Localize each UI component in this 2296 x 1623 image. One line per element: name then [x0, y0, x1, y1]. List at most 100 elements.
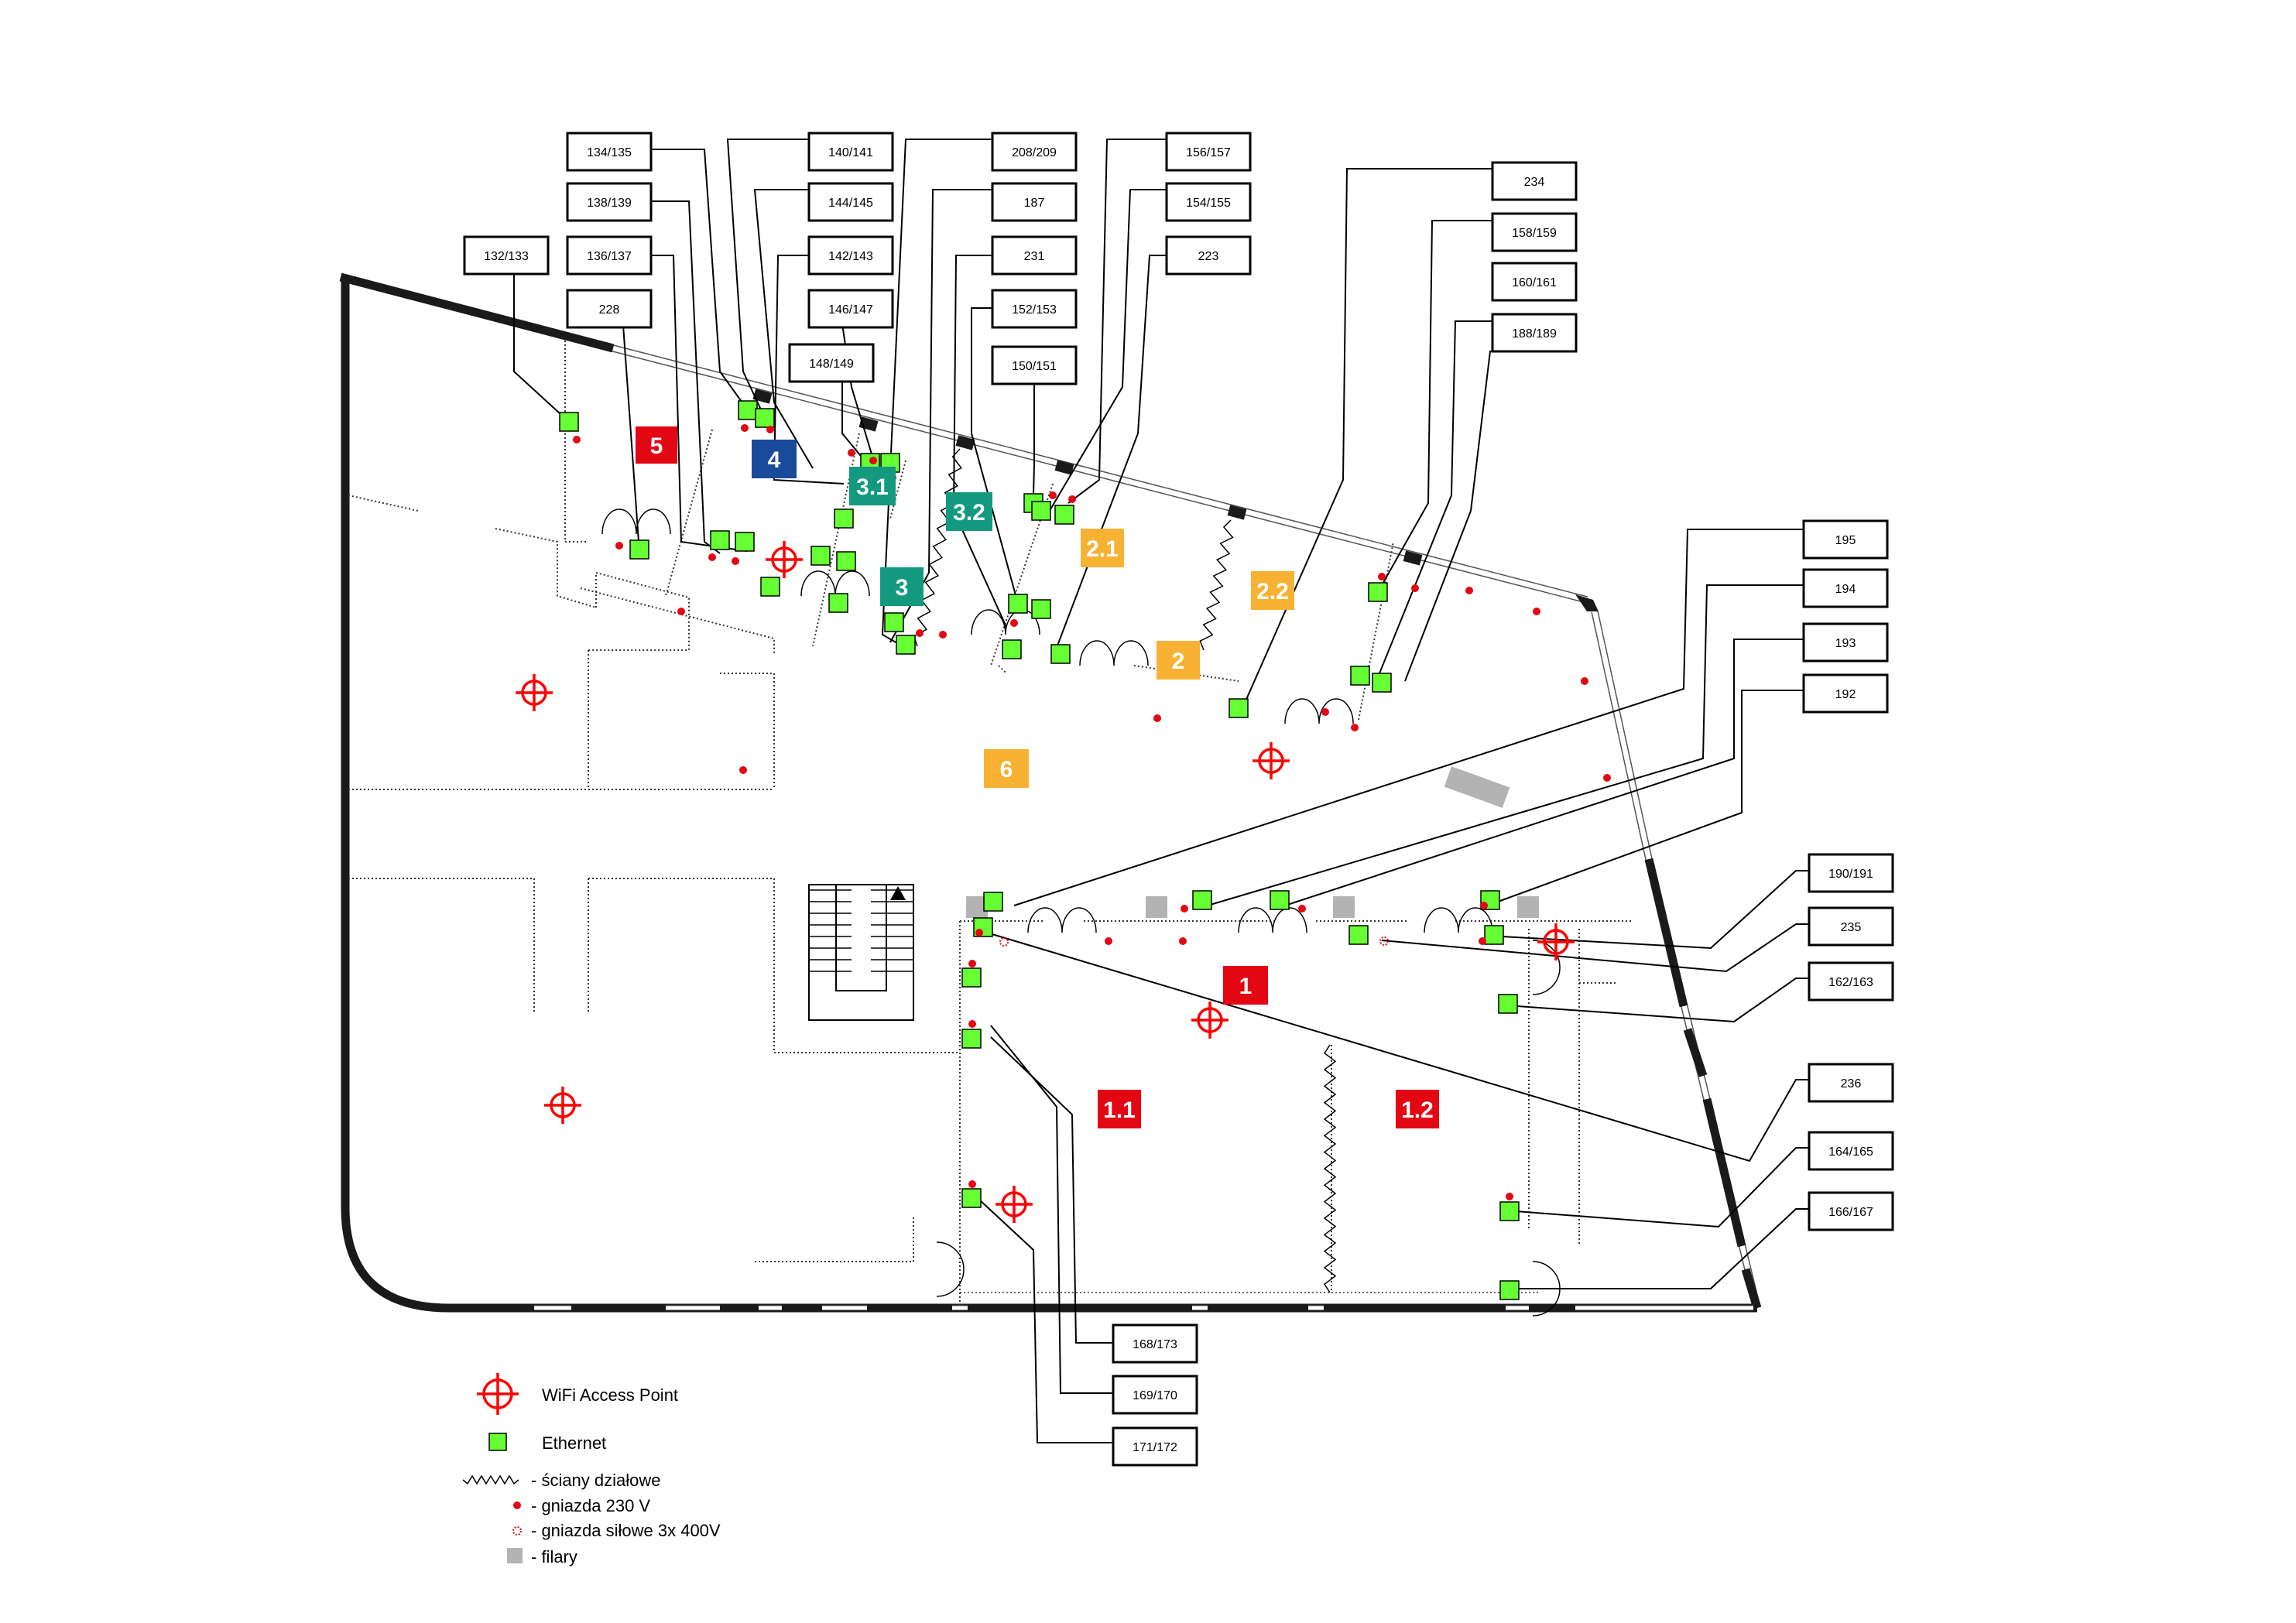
port-box-26: [1808, 853, 1894, 893]
column-block-5: [1403, 550, 1423, 566]
ethernet-socket-icon: [1031, 501, 1051, 521]
port-label-16: 228: [599, 303, 620, 317]
socket-230v-icon: [1581, 677, 1588, 685]
port-box-22: [1802, 519, 1889, 560]
pillar-2: [1333, 896, 1355, 918]
cable-22: [1013, 529, 1804, 906]
socket-230v-icon: [1411, 584, 1419, 592]
port-box-31: [1808, 1191, 1894, 1231]
windows-layer: [534, 344, 1762, 1310]
ethernet-socket-icon: [760, 577, 780, 597]
cable-10: [513, 274, 570, 423]
cable-18: [971, 307, 1019, 604]
port-box-20: [788, 343, 875, 383]
ethernet-socket-icon: [1031, 599, 1051, 619]
port-label-32: 168/173: [1133, 1338, 1177, 1351]
socket-230v-icon: [741, 424, 749, 432]
window-strip-right-upper-b: [1597, 610, 1653, 859]
room-3-1-label: 3.1: [856, 474, 889, 500]
ethernet-socket-icon: [983, 892, 1003, 912]
ethernet-socket-icon: [1498, 994, 1518, 1014]
pillar-1: [1146, 896, 1167, 918]
port-label-19: 188/189: [1512, 327, 1557, 341]
port-label-4: 234: [1524, 176, 1545, 189]
cable-29: [986, 932, 1809, 1162]
socket-230v-icon: [1603, 774, 1611, 782]
port-box-25: [1802, 673, 1889, 714]
socket-400v-icon: [999, 937, 1009, 947]
port-label-6: 144/145: [828, 197, 873, 210]
room-1-label: 1: [1239, 974, 1253, 999]
cable-28: [1516, 978, 1809, 1023]
room-6-badge: [984, 749, 1029, 788]
socket-230v-icon: [869, 457, 877, 464]
socket-230v-icon: [1351, 724, 1359, 731]
port-label-27: 235: [1841, 921, 1862, 934]
legend-walls-text: - ściany działowe: [531, 1471, 661, 1490]
room-2-badge: [1157, 641, 1200, 680]
port-box-17: [807, 289, 894, 329]
cable-9: [1377, 220, 1492, 593]
socket-230v-icon: [1181, 905, 1188, 913]
ethernet-socket-icon: [961, 1029, 982, 1049]
partition-11: [564, 341, 588, 543]
partitions-layer: [348, 341, 1633, 1485]
room-5-badge: [636, 426, 677, 464]
legend-ethernet-icon: [488, 1433, 507, 1451]
port-box-4: [1491, 161, 1578, 201]
legend-pillar-text: - filary: [531, 1547, 577, 1567]
room-4-badge: [752, 440, 797, 478]
ethernet-socket-icon: [1368, 582, 1388, 602]
cable-8: [1044, 189, 1167, 519]
wifi-access-point-icon: [996, 1186, 1033, 1223]
zigzag-wall-2: [1199, 519, 1234, 651]
cable-5: [651, 200, 721, 554]
wifi-access-point-icon: [1191, 1002, 1229, 1039]
room-1-1-label: 1.1: [1103, 1097, 1136, 1123]
legend-socket230-icon: [513, 1501, 521, 1509]
cable-25: [1497, 690, 1804, 902]
cables-layer: [513, 139, 1809, 1443]
socket-230v-icon: [1378, 573, 1386, 580]
port-label-18: 152/153: [1012, 303, 1057, 317]
cable-21: [1033, 384, 1035, 496]
door-7: [1424, 907, 1493, 933]
port-box-8: [1165, 182, 1252, 222]
stair-arrow: [890, 886, 906, 900]
ethernet-socket-icon: [1484, 925, 1504, 945]
ethernet-socket-icon: [828, 593, 848, 613]
socket-230v-icon: [573, 436, 581, 443]
corner-block: [1575, 594, 1599, 611]
socket-230v-icon: [1479, 937, 1486, 945]
port-box-29: [1808, 1063, 1894, 1103]
cable-0: [651, 149, 749, 411]
cable-15: [1377, 320, 1492, 678]
partition-3: [588, 571, 690, 651]
port-box-27: [1808, 906, 1894, 947]
port-box-24: [1802, 622, 1889, 663]
socket-230v-icon: [1153, 714, 1161, 722]
socket-230v-icon: [1179, 937, 1187, 945]
ethernet-socket-icon: [1270, 890, 1290, 910]
partition-26: [755, 1215, 914, 1262]
ethernet-socket-icon: [1350, 666, 1370, 686]
door-1: [800, 570, 870, 597]
socket-230v-icon: [848, 449, 855, 457]
room-1-1-badge: [1098, 1090, 1141, 1128]
port-label-5: 138/139: [587, 197, 632, 210]
room-3-label: 3: [896, 575, 909, 601]
socket-230v-icon: [1506, 1193, 1513, 1200]
port-box-16: [566, 289, 653, 329]
port-box-21: [991, 345, 1078, 385]
port-box-9: [1491, 212, 1578, 252]
wifi-access-point-icon: [544, 1087, 581, 1124]
port-box-14: [1165, 235, 1252, 276]
legend: WiFi Access Point Ethernet - ściany działo…: [477, 1373, 721, 1567]
room-2-1-label: 2.1: [1086, 536, 1119, 562]
room-2-1-badge: [1081, 529, 1124, 567]
socket-230v-icon: [1465, 587, 1473, 594]
column-block-4: [1227, 505, 1247, 520]
port-label-34: 171/172: [1133, 1441, 1177, 1454]
legend-socket400-text: - gniazda siłowe 3x 400V: [531, 1521, 721, 1540]
ethernet-socket-icon: [735, 532, 755, 552]
